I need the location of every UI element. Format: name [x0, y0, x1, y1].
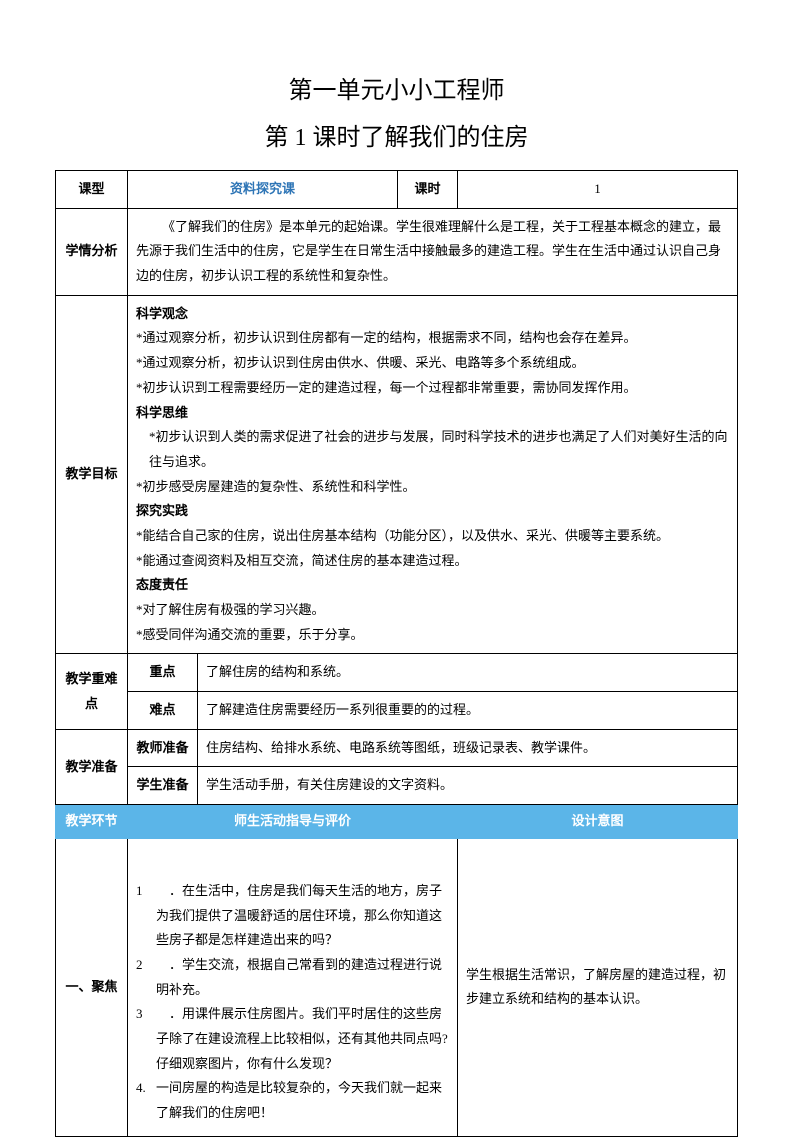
focus-t4: 一间房屋的构造是比较复杂的，今天我们就一起来了解我们的住房吧！: [156, 1076, 449, 1125]
row-section-header: 教学环节 师生活动指导与评价 设计意图: [56, 805, 738, 839]
row-prep-student: 学生准备 学生活动手册，有关住房建设的文字资料。: [56, 767, 738, 805]
label-teacher-prep: 教师准备: [128, 729, 198, 767]
obj-s4-1: *对了解住房有极强的学习兴趣。: [136, 598, 729, 623]
obj-s4-2: *感受同伴沟通交流的重要，乐于分享。: [136, 623, 729, 648]
row-focus: 一、聚焦 1 ．在生活中，住房是我们每天生活的地方，房子为我们提供了温暖舒适的居…: [56, 838, 738, 1136]
text-analysis: 《了解我们的住房》是本单元的起始课。学生很难理解什么是工程，关于工程基本概念的建…: [128, 208, 738, 295]
row-keypoint: 教学重难点 重点 了解住房的结构和系统。: [56, 654, 738, 692]
label-diff: 难点: [128, 692, 198, 730]
text-teacher-prep: 住房结构、给排水系统、电路系统等图纸，班级记录表、教学课件。: [198, 729, 738, 767]
obj-s1-3: *初步认识到工程需要经历一定的建造过程，每一个过程都非常重要，需协同发挥作用。: [136, 376, 729, 401]
label-student-prep: 学生准备: [128, 767, 198, 805]
hdr-stage: 教学环节: [56, 805, 128, 839]
unit-title: 第一单元小小工程师: [55, 70, 738, 105]
focus-t3: ．用课件展示住房图片。我们平时居住的这些房子除了在建设流程上比较相似，还有其他共…: [156, 1002, 449, 1076]
focus-item-3: 3 ．用课件展示住房图片。我们平时居住的这些房子除了在建设流程上比较相似，还有其…: [136, 1002, 449, 1076]
label-keypoints: 教学重难点: [56, 654, 128, 729]
obj-s2-2: *初步感受房屋建造的复杂性、系统性和科学性。: [136, 475, 729, 500]
obj-s1-2: *通过观察分析，初步认识到住房由供水、供暖、采光、电路等多个系统组成。: [136, 351, 729, 376]
obj-s2-1: *初步认识到人类的需求促进了社会的进步与发展，同时科学技术的进步也满足了人们对美…: [136, 425, 729, 474]
row-analysis: 学情分析 《了解我们的住房》是本单元的起始课。学生很难理解什么是工程，关于工程基…: [56, 208, 738, 295]
label-objectives: 教学目标: [56, 295, 128, 654]
obj-s1-1: *通过观察分析，初步认识到住房都有一定的结构，根据需求不同，结构也会存在差异。: [136, 326, 729, 351]
focus-intent: 学生根据生活常识，了解房屋的建造过程，初步建立系统和结构的基本认识。: [458, 838, 738, 1136]
label-class-type: 课型: [56, 171, 128, 209]
lesson-title: 第 1 课时了解我们的住房: [55, 117, 738, 152]
focus-activities: 1 ．在生活中，住房是我们每天生活的地方，房子为我们提供了温暖舒适的居住环境，那…: [128, 838, 458, 1136]
value-class-type: 资料探究课: [128, 171, 398, 209]
row-objectives: 教学目标 科学观念 *通过观察分析，初步认识到住房都有一定的结构，根据需求不同，…: [56, 295, 738, 654]
row-difficulty: 难点 了解建造住房需要经历一系列很重要的的过程。: [56, 692, 738, 730]
text-student-prep: 学生活动手册，有关住房建设的文字资料。: [198, 767, 738, 805]
hdr-activity: 师生活动指导与评价: [128, 805, 458, 839]
text-diff: 了解建造住房需要经历一系列很重要的的过程。: [198, 692, 738, 730]
obj-s3-1: *能结合自己家的住房，说出住房基本结构（功能分区），以及供水、采光、供暖等主要系…: [136, 524, 729, 549]
focus-n2: 2: [136, 953, 156, 1002]
focus-n4: 4.: [136, 1076, 156, 1125]
text-key: 了解住房的结构和系统。: [198, 654, 738, 692]
focus-n1: 1: [136, 879, 156, 953]
lesson-plan-table: 课型 资料探究课 课时 1 学情分析 《了解我们的住房》是本单元的起始课。学生很…: [55, 170, 738, 1137]
label-period: 课时: [398, 171, 458, 209]
focus-n3: 3: [136, 1002, 156, 1076]
obj-s2: 科学思维: [136, 401, 729, 426]
objectives-content: 科学观念 *通过观察分析，初步认识到住房都有一定的结构，根据需求不同，结构也会存…: [128, 295, 738, 654]
focus-item-2: 2 ．学生交流，根据自己常看到的建造过程进行说明补充。: [136, 953, 449, 1002]
obj-s4: 态度责任: [136, 573, 729, 598]
analysis-content: 《了解我们的住房》是本单元的起始课。学生很难理解什么是工程，关于工程基本概念的建…: [136, 215, 729, 289]
hdr-intent: 设计意图: [458, 805, 738, 839]
row-class-type: 课型 资料探究课 课时 1: [56, 171, 738, 209]
focus-item-1: 1 ．在生活中，住房是我们每天生活的地方，房子为我们提供了温暖舒适的居住环境，那…: [136, 879, 449, 953]
focus-item-4: 4. 一间房屋的构造是比较复杂的，今天我们就一起来了解我们的住房吧！: [136, 1076, 449, 1125]
label-key: 重点: [128, 654, 198, 692]
row-prep-teacher: 教学准备 教师准备 住房结构、给排水系统、电路系统等图纸，班级记录表、教学课件。: [56, 729, 738, 767]
focus-t2: ．学生交流，根据自己常看到的建造过程进行说明补充。: [156, 953, 449, 1002]
obj-s3-2: *能通过查阅资料及相互交流，简述住房的基本建造过程。: [136, 549, 729, 574]
obj-s1: 科学观念: [136, 302, 729, 327]
label-prep: 教学准备: [56, 729, 128, 804]
focus-t1: ．在生活中，住房是我们每天生活的地方，房子为我们提供了温暖舒适的居住环境，那么你…: [156, 879, 449, 953]
obj-s3: 探究实践: [136, 499, 729, 524]
label-analysis: 学情分析: [56, 208, 128, 295]
value-period: 1: [458, 171, 738, 209]
label-focus: 一、聚焦: [56, 838, 128, 1136]
